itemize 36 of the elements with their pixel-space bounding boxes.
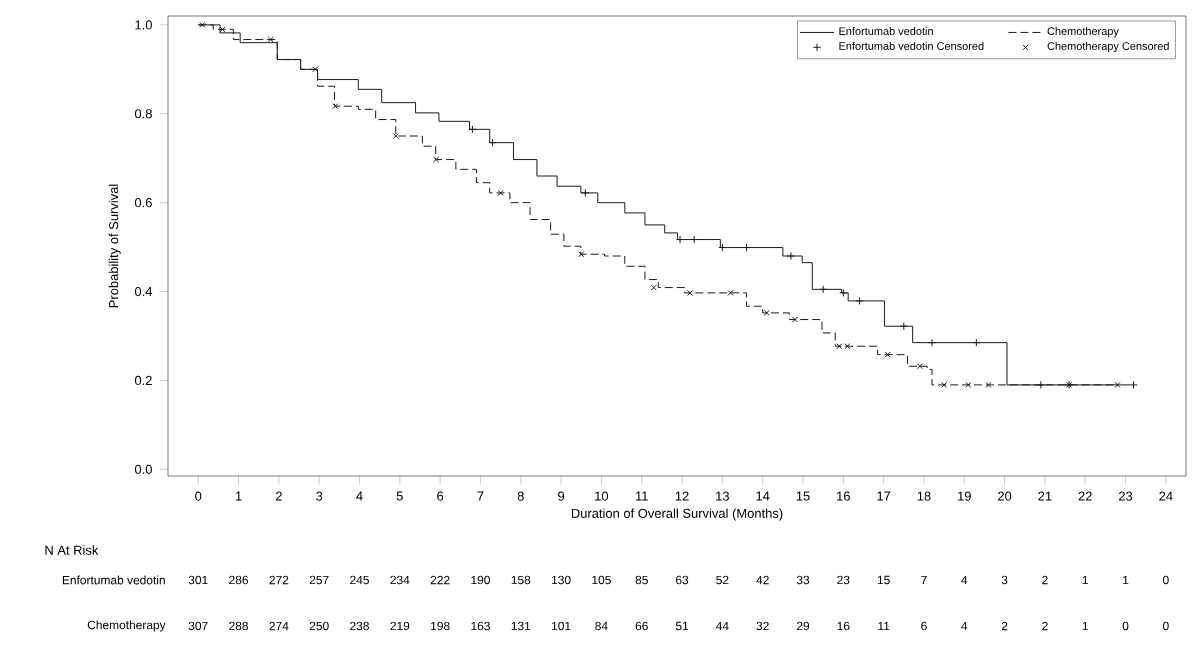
point <box>497 189 504 196</box>
point <box>219 26 226 33</box>
point <box>972 338 981 347</box>
point <box>836 343 843 350</box>
point <box>927 338 937 347</box>
point <box>839 288 848 297</box>
point <box>1036 380 1045 389</box>
point <box>650 284 657 291</box>
point <box>433 156 440 163</box>
point <box>941 381 948 388</box>
point <box>312 66 319 73</box>
point <box>727 289 734 296</box>
point <box>763 309 770 316</box>
point <box>332 103 339 110</box>
point <box>844 343 851 350</box>
point <box>899 322 908 331</box>
point <box>690 235 699 244</box>
point <box>578 251 585 258</box>
point <box>965 381 972 388</box>
point <box>884 351 891 358</box>
point <box>581 188 590 197</box>
point <box>718 243 727 252</box>
point <box>267 36 274 43</box>
point <box>1114 381 1121 388</box>
point <box>855 296 864 305</box>
point <box>675 235 685 244</box>
point <box>916 363 923 370</box>
point <box>468 125 477 134</box>
point <box>742 243 751 252</box>
point <box>488 138 497 147</box>
point <box>392 132 399 140</box>
point <box>819 285 828 294</box>
point <box>786 251 795 261</box>
point <box>985 381 992 388</box>
point <box>687 289 694 296</box>
point <box>791 316 798 323</box>
